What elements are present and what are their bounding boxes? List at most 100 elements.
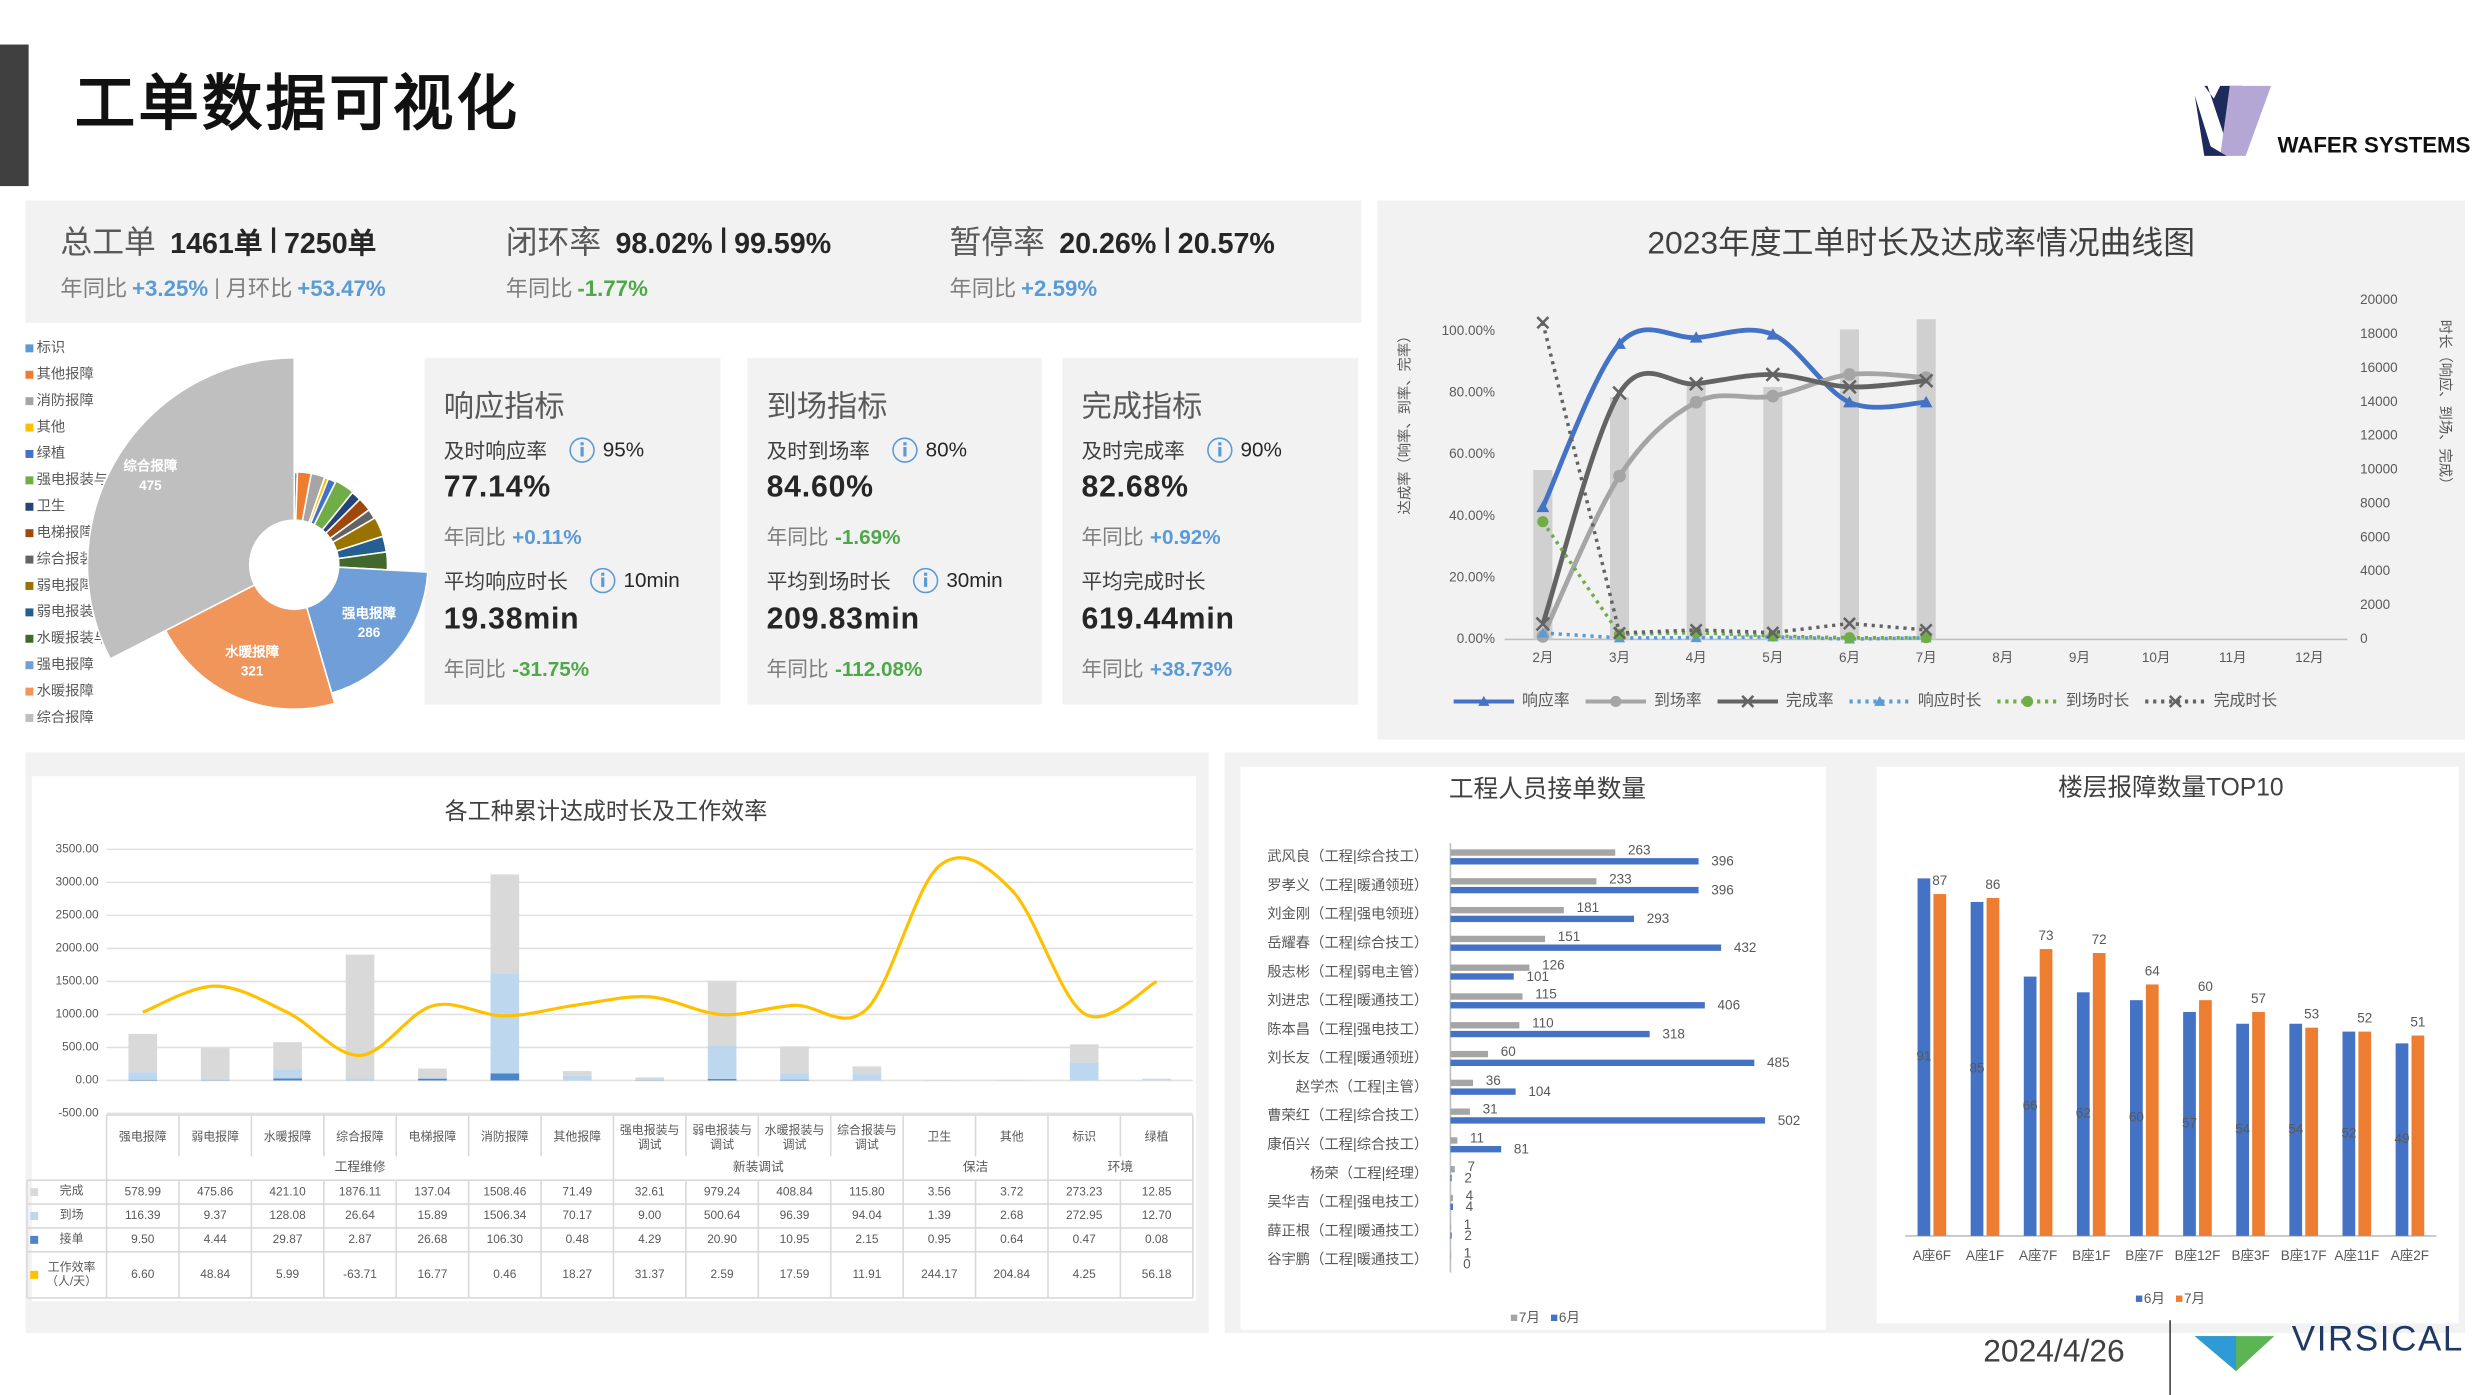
marker [1689,395,1703,409]
category-label: 绿植 [1120,1117,1192,1157]
y-tick-label: 殷志彬（工程|弱电主管） [1267,963,1428,980]
cell-value: 9.00 [638,1208,662,1222]
metric-target: 80% [925,437,968,462]
metric-row: 平均响应时长 10min [444,565,680,595]
bar [1450,1223,1452,1231]
cell-value: 273.23 [1066,1184,1103,1198]
compare-value: -1.69% [834,524,901,549]
bar [1450,1022,1520,1029]
metric-value: 619.44min [1081,602,1235,637]
category-text: 标识 [1072,1129,1097,1144]
data-label: 293 [1647,911,1670,926]
slice-value: 475 [139,478,162,493]
compare-label: 年同比 [60,275,128,301]
cell-value: 0.95 [928,1232,952,1246]
cell-value: 272.95 [1066,1208,1103,1222]
y-tick-label: 40.00% [1449,508,1495,523]
x-tick-label: 12月 [2295,650,2324,665]
bar [490,874,520,974]
category-label: 综合报障 [324,1117,396,1157]
cell-value: 18.27 [562,1267,592,1281]
data-label: 104 [1528,1084,1551,1099]
row-label: 工作效率（人/天） [30,1252,103,1298]
slice-label: 强电报障 [342,605,396,621]
metric-compare: 年同比 +0.92% [1081,520,1220,552]
bar [1069,1062,1099,1081]
metric-label: 及时响应率 [443,439,548,463]
legend-swatch [25,661,34,670]
y-tick-label: 武风良（工程|综合技工） [1267,848,1428,865]
legend-swatch [25,634,34,643]
legend-label: 卫生 [37,498,66,515]
cell-value: 9.50 [131,1232,155,1246]
bar [1450,849,1616,856]
marker [1920,632,1932,644]
legend-label: 响应时长 [1918,691,1982,710]
footer-logo: VIRSICAL [2291,1318,2464,1359]
metric-row: 及时响应率 95% [444,434,644,464]
data-label: 4 [1466,1188,1474,1203]
cell-value: 0.64 [1000,1232,1024,1246]
bar [1450,1203,1453,1210]
x-tick-label: A座6F [1913,1248,1951,1263]
bar [1609,397,1630,640]
category-text: 绿植 [1144,1129,1169,1144]
x-tick-label: B座3F [2231,1248,2269,1263]
marker [1689,331,1703,343]
category-text: 消防报障 [480,1129,529,1144]
legend-label: 综合报障 [37,708,94,726]
bar [1450,878,1597,885]
category-text: 其他 [999,1129,1024,1144]
row-swatch [30,1270,39,1279]
cell-value: 29.87 [273,1232,303,1246]
bar [490,973,520,1074]
compare-value: +2.59% [1021,275,1098,301]
metric-title: 到场指标 [766,391,888,425]
compare-value: +0.11% [512,524,582,549]
pie-slice [164,583,336,711]
cell-value: 500.64 [704,1208,741,1222]
metric-compare: 年同比 -31.75% [444,652,589,684]
legend-swatch [25,714,34,722]
slice-value: 286 [358,625,381,640]
compare-label: 年同比 [1081,656,1144,681]
y-tick-label: 罗孝义（工程|暖通领班） [1267,877,1428,894]
bar [1450,1050,1489,1058]
bar [1450,1002,1705,1009]
data-label: 1 [1464,1217,1472,1232]
group-label: 新装调试 [733,1159,784,1174]
info-stem [924,576,928,587]
bar [2358,1031,2372,1236]
legend-swatch [25,502,34,511]
marker [1536,316,1550,330]
summary-compare: 年同比 +3.25% 月环比 +53.47% [60,272,385,304]
compare-value: -31.75% [512,656,590,681]
legend-label: 水暖报障 [37,681,94,699]
cell-value: 578.99 [125,1184,162,1198]
info-stem [580,446,584,456]
bar [1450,1252,1452,1259]
marker [1689,623,1703,637]
data-label: 36 [1486,1073,1501,1088]
x-tick-label: 2月 [1532,650,1553,665]
data-label: 91 [1916,1049,1931,1064]
metric-row: 平均完成时长 [1081,565,1205,595]
bar [418,1068,447,1078]
bar [2130,1000,2143,1236]
data-label: 64 [2145,963,2161,978]
data-label: 233 [1609,871,1632,886]
bar [1450,1194,1453,1202]
page-title: 工单数据可视化 [74,71,521,139]
metric-compare: 年同比 +0.11% [444,520,582,552]
marker [1843,395,1856,408]
bar [562,1075,592,1081]
legend-marker [2168,694,2182,708]
bar [128,1072,158,1080]
cell-value: 106.30 [487,1232,524,1246]
legend-swatch [1550,1314,1558,1321]
category-label: 其他报障 [541,1117,613,1157]
category-label: 卫生 [903,1117,975,1157]
bar [1142,1078,1171,1080]
bar [1970,901,1984,1236]
y-tick-label: 刘进忠（工程|暖通技工） [1267,992,1428,1009]
